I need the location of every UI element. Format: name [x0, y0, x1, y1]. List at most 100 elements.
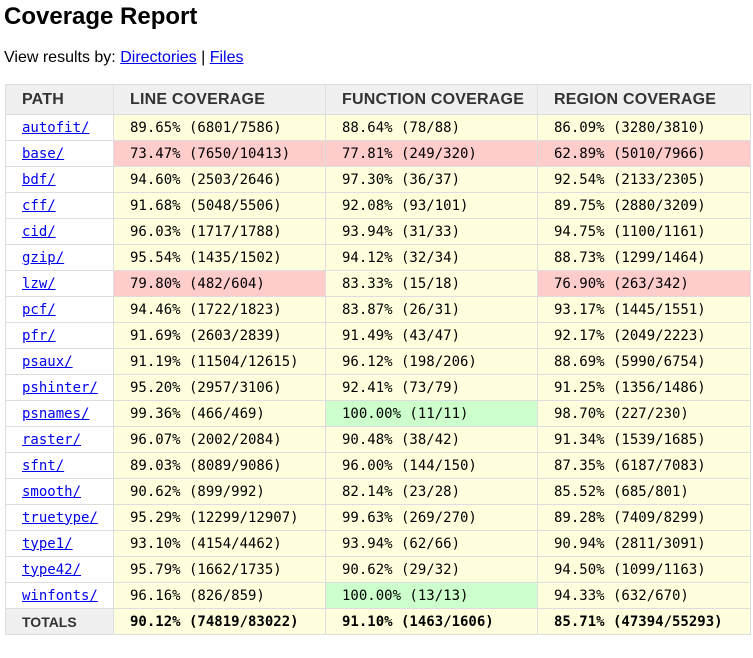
table-row: psnames/99.36% (466/469) 100.00% (11/11) 9… [5, 400, 751, 427]
path-link[interactable]: pcf/ [22, 301, 56, 318]
function-coverage-cell: 90.48% (38/42) [325, 426, 538, 453]
path-link[interactable]: truetype/ [22, 509, 98, 526]
totals-function-coverage: 91.10% (1463/1606) [325, 608, 538, 635]
region-coverage-cell: 88.69% (5990/6754) [537, 348, 751, 375]
header-path: PATH [5, 84, 114, 115]
table-row: truetype/95.29% (12299/12907) 99.63% (269… [5, 504, 751, 531]
function-coverage-cell: 83.87% (26/31) [325, 296, 538, 323]
function-coverage-cell: 97.30% (36/37) [325, 166, 538, 193]
table-row: winfonts/96.16% (826/859) 100.00% (13/13)… [5, 582, 751, 609]
path-cell: cid/ [5, 218, 114, 245]
table-row: sfnt/89.03% (8089/9086) 96.00% (144/150) 8… [5, 452, 751, 479]
path-link[interactable]: winfonts/ [22, 587, 98, 604]
function-coverage-cell: 99.63% (269/270) [325, 504, 538, 531]
function-coverage-cell: 90.62% (29/32) [325, 556, 538, 583]
path-link[interactable]: bdf/ [22, 171, 56, 188]
header-line-coverage: LINE COVERAGE [113, 84, 326, 115]
path-link[interactable]: cff/ [22, 197, 56, 214]
path-cell: psnames/ [5, 400, 114, 427]
table-row: raster/96.07% (2002/2084) 90.48% (38/42) 9… [5, 426, 751, 453]
totals-row: TOTALS 90.12% (74819/83022) 91.10% (1463… [5, 608, 751, 635]
directories-link[interactable]: Directories [120, 49, 197, 66]
table-row: psaux/91.19% (11504/12615) 96.12% (198/20… [5, 348, 751, 375]
function-coverage-cell: 83.33% (15/18) [325, 270, 538, 297]
table-row: base/73.47% (7650/10413) 77.81% (249/320)… [5, 140, 751, 167]
table-row: bdf/94.60% (2503/2646) 97.30% (36/37) 92.5… [5, 166, 751, 193]
path-link[interactable]: lzw/ [22, 275, 56, 292]
totals-label: TOTALS [5, 608, 114, 635]
line-coverage-cell: 96.07% (2002/2084) [113, 426, 326, 453]
path-cell: type42/ [5, 556, 114, 583]
path-link[interactable]: smooth/ [22, 483, 82, 500]
path-link[interactable]: autofit/ [22, 119, 90, 136]
table-row: lzw/79.80% (482/604) 83.33% (15/18) 76.90%… [5, 270, 751, 297]
path-cell: autofit/ [5, 114, 114, 141]
path-cell: gzip/ [5, 244, 114, 271]
path-link[interactable]: type42/ [22, 561, 82, 578]
table-row: type42/95.79% (1662/1735) 90.62% (29/32) 9… [5, 556, 751, 583]
totals-line-coverage: 90.12% (74819/83022) [113, 608, 326, 635]
view-by-separator: | [196, 49, 210, 66]
path-link[interactable]: type1/ [22, 535, 73, 552]
region-coverage-cell: 76.90% (263/342) [537, 270, 751, 297]
path-cell: sfnt/ [5, 452, 114, 479]
view-by-label: View results by: [4, 49, 121, 66]
table-row: smooth/90.62% (899/992) 82.14% (23/28) 85.… [5, 478, 751, 505]
line-coverage-cell: 73.47% (7650/10413) [113, 140, 326, 167]
function-coverage-cell: 88.64% (78/88) [325, 114, 538, 141]
function-coverage-cell: 91.49% (43/47) [325, 322, 538, 349]
line-coverage-cell: 95.20% (2957/3106) [113, 374, 326, 401]
function-coverage-cell: 92.08% (93/101) [325, 192, 538, 219]
header-region-coverage: REGION COVERAGE [537, 84, 751, 115]
function-coverage-cell: 77.81% (249/320) [325, 140, 538, 167]
table-row: pcf/94.46% (1722/1823) 83.87% (26/31) 93.1… [5, 296, 751, 323]
path-link[interactable]: raster/ [22, 431, 82, 448]
line-coverage-cell: 90.62% (899/992) [113, 478, 326, 505]
path-link[interactable]: base/ [22, 145, 65, 162]
path-link[interactable]: gzip/ [22, 249, 65, 266]
region-coverage-cell: 94.75% (1100/1161) [537, 218, 751, 245]
line-coverage-cell: 94.46% (1722/1823) [113, 296, 326, 323]
line-coverage-cell: 91.19% (11504/12615) [113, 348, 326, 375]
table-row: type1/93.10% (4154/4462) 93.94% (62/66) 90… [5, 530, 751, 557]
region-coverage-cell: 92.17% (2049/2223) [537, 322, 751, 349]
path-cell: psaux/ [5, 348, 114, 375]
path-cell: winfonts/ [5, 582, 114, 609]
path-link[interactable]: pshinter/ [22, 379, 98, 396]
files-link[interactable]: Files [209, 49, 244, 66]
line-coverage-cell: 95.79% (1662/1735) [113, 556, 326, 583]
table-row: autofit/89.65% (6801/7586) 88.64% (78/88)… [5, 114, 751, 141]
path-cell: lzw/ [5, 270, 114, 297]
path-link[interactable]: sfnt/ [22, 457, 65, 474]
region-coverage-cell: 86.09% (3280/3810) [537, 114, 751, 141]
path-cell: pcf/ [5, 296, 114, 323]
function-coverage-cell: 93.94% (62/66) [325, 530, 538, 557]
line-coverage-cell: 99.36% (466/469) [113, 400, 326, 427]
line-coverage-cell: 91.69% (2603/2839) [113, 322, 326, 349]
totals-region-coverage: 85.71% (47394/55293) [537, 608, 751, 635]
region-coverage-cell: 88.73% (1299/1464) [537, 244, 751, 271]
coverage-table: PATH LINE COVERAGE FUNCTION COVERAGE REG… [5, 84, 751, 635]
region-coverage-cell: 93.17% (1445/1551) [537, 296, 751, 323]
function-coverage-cell: 100.00% (11/11) [325, 400, 538, 427]
path-cell: base/ [5, 140, 114, 167]
line-coverage-cell: 79.80% (482/604) [113, 270, 326, 297]
path-cell: pshinter/ [5, 374, 114, 401]
path-link[interactable]: pfr/ [22, 327, 56, 344]
line-coverage-cell: 89.65% (6801/7586) [113, 114, 326, 141]
path-cell: smooth/ [5, 478, 114, 505]
path-link[interactable]: cid/ [22, 223, 56, 240]
function-coverage-cell: 94.12% (32/34) [325, 244, 538, 271]
table-row: pfr/91.69% (2603/2839) 91.49% (43/47) 92.1… [5, 322, 751, 349]
table-row: pshinter/95.20% (2957/3106) 92.41% (73/79… [5, 374, 751, 401]
view-results-by: View results by: Directories | Files [4, 48, 244, 68]
path-cell: cff/ [5, 192, 114, 219]
line-coverage-cell: 94.60% (2503/2646) [113, 166, 326, 193]
region-coverage-cell: 87.35% (6187/7083) [537, 452, 751, 479]
line-coverage-cell: 91.68% (5048/5506) [113, 192, 326, 219]
path-cell: pfr/ [5, 322, 114, 349]
table-row: cid/96.03% (1717/1788) 93.94% (31/33) 94.7… [5, 218, 751, 245]
path-link[interactable]: psaux/ [22, 353, 73, 370]
path-link[interactable]: psnames/ [22, 405, 90, 422]
line-coverage-cell: 93.10% (4154/4462) [113, 530, 326, 557]
